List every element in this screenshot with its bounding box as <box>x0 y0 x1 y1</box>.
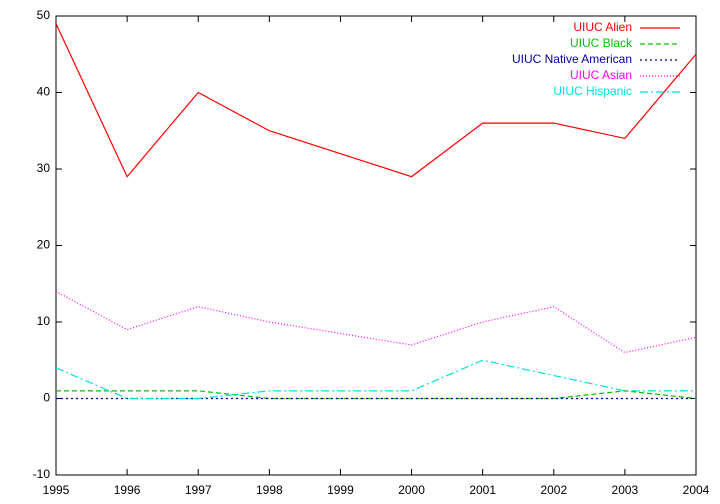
x-tick-label: 1997 <box>185 483 212 497</box>
series-line <box>55 359 696 400</box>
y-tick-label: 0 <box>43 391 50 405</box>
legend-label: UIUC Native American <box>512 52 632 66</box>
legend-label: UIUC Hispanic <box>553 84 632 98</box>
series-line <box>55 23 697 178</box>
y-tick-label: -10 <box>33 467 51 481</box>
x-tick-label: 2001 <box>469 483 496 497</box>
y-tick-label: 40 <box>37 85 51 99</box>
x-tick-label: 1999 <box>327 483 354 497</box>
y-tick-label: 30 <box>37 161 51 175</box>
x-tick-label: 2002 <box>540 483 567 497</box>
x-tick-label: 2000 <box>398 483 425 497</box>
y-tick-label: 50 <box>37 8 51 22</box>
x-tick-label: 1998 <box>256 483 283 497</box>
x-tick-label: 1995 <box>43 483 70 497</box>
series-line <box>55 290 697 354</box>
legend-label: UIUC Asian <box>570 68 632 82</box>
x-tick-label: 2003 <box>612 483 639 497</box>
series-line <box>56 390 697 400</box>
x-tick-label: 2004 <box>683 483 710 497</box>
x-tick-label: 1996 <box>114 483 141 497</box>
legend-label: UIUC Alien <box>573 20 632 34</box>
legend-label: UIUC Black <box>570 36 633 50</box>
y-tick-label: 10 <box>37 314 51 328</box>
y-tick-label: 20 <box>37 238 51 252</box>
